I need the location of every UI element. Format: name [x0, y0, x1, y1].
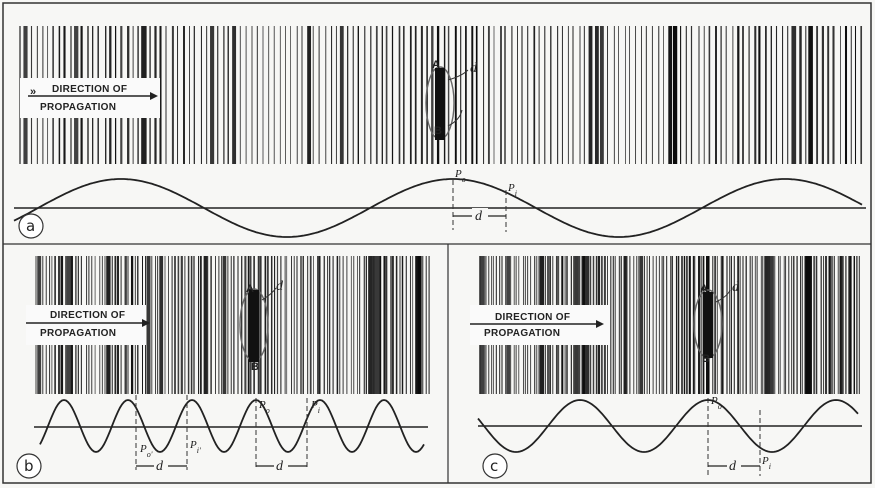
arrowhead-a [150, 92, 158, 100]
element-top-c: A [700, 283, 708, 295]
sine-wave-b [39, 399, 425, 453]
sine-wave-c [477, 399, 859, 453]
panel-letter-b: b [24, 457, 34, 475]
direction-box-c [470, 305, 610, 345]
point-p1-c: Pi [761, 455, 771, 471]
distance-label-b1: d [156, 459, 164, 474]
distance-label-c: d [729, 459, 737, 474]
panel-letter-c: c [490, 457, 498, 475]
element-top-b: A [246, 283, 254, 295]
point-p0-c: Po [710, 395, 722, 411]
point-p0-b: Po [258, 399, 270, 415]
distance-label-b2: d [276, 459, 284, 474]
direction-label-a-line1: DIRECTION OF [52, 84, 127, 95]
element-side-a: d [470, 61, 478, 76]
element-side-c: d [732, 280, 740, 295]
point-p0prime-b: Po' [139, 443, 153, 459]
arrowhead-c [596, 320, 604, 328]
element-bottom-b: B [251, 361, 259, 373]
panel-b: DIRECTION OF PROPAGATION A B d Po Pi Po'… [16, 256, 430, 479]
panel-a: DIRECTION OF » PROPAGATION A B d Po Pi d… [13, 26, 866, 239]
panel-c: DIRECTION OF PROPAGATION A B d Po Pi d c [470, 256, 862, 479]
point-p1-a: Pi [507, 182, 517, 198]
direction-label-b-line1: DIRECTION OF [50, 310, 125, 321]
direction-box-b [26, 305, 146, 345]
direction-label-c-line1: DIRECTION OF [495, 312, 570, 323]
direction-label-b-line2: PROPAGATION [40, 328, 116, 339]
antenna-element-c: A B d [693, 280, 740, 365]
element-bottom-a: B [434, 125, 442, 137]
point-p1prime-b: Pi' [189, 439, 201, 455]
direction-box-a [20, 78, 160, 118]
direction-label-a-line2: PROPAGATION [40, 102, 116, 113]
distance-label-a: d [475, 209, 483, 224]
sine-wave-a [13, 178, 863, 238]
arrowhead-b [142, 319, 150, 327]
arrow-tail-a: » [30, 86, 36, 98]
panel-letter-circle-c [482, 453, 508, 479]
panel-letter-a: a [26, 217, 35, 235]
point-p1-b: Pi [310, 399, 320, 415]
antenna-element-a: A B d [425, 59, 478, 140]
element-top-a: A [432, 59, 440, 71]
panel-letter-circle-a [18, 213, 44, 239]
direction-label-c-line2: PROPAGATION [484, 328, 560, 339]
antenna-element-b: A B d [239, 279, 284, 373]
point-p0-a: Po [454, 168, 466, 184]
element-side-b: d [276, 279, 284, 294]
element-bottom-c: B [702, 353, 710, 365]
panel-letter-circle-b [16, 453, 42, 479]
